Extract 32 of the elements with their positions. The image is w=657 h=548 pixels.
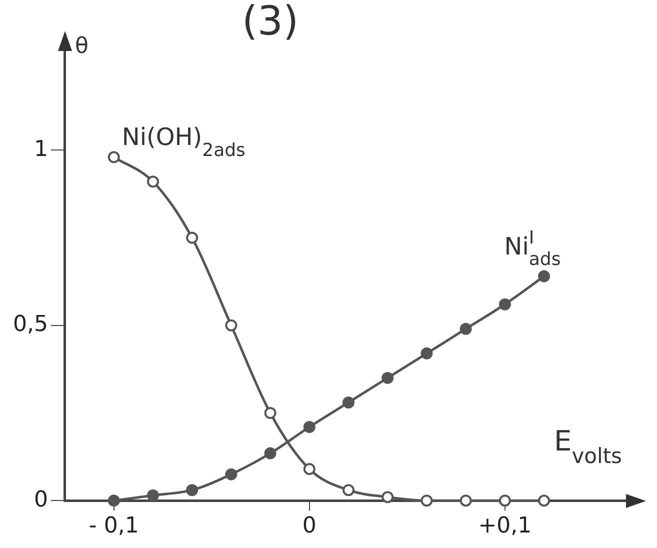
point [303, 421, 316, 434]
point [108, 494, 120, 507]
point [303, 463, 316, 476]
point [420, 347, 433, 360]
point [264, 447, 276, 460]
point [146, 176, 159, 188]
point [342, 396, 354, 408]
y-tick-label: 0,5 [12, 312, 48, 338]
point [460, 494, 472, 507]
point [186, 484, 198, 496]
point [342, 484, 354, 496]
x-tick-label: - 0,1 [88, 514, 139, 539]
point [225, 319, 238, 332]
point [146, 489, 159, 502]
point [498, 494, 511, 507]
point [382, 372, 394, 384]
point [264, 406, 276, 419]
point [420, 494, 433, 507]
point [382, 491, 394, 504]
point [538, 494, 550, 507]
x-tick-label: 0 [302, 514, 316, 539]
point [108, 151, 120, 164]
point [186, 232, 198, 244]
point [538, 270, 550, 282]
point [498, 298, 511, 310]
chart-title: (3) [242, 0, 299, 44]
point [460, 322, 472, 335]
x-tick-label: +0,1 [478, 514, 532, 539]
y-tick-label: 0 [34, 487, 48, 512]
y-tick-label: 1 [34, 136, 48, 162]
y-axis-title: θ [74, 34, 88, 59]
point [225, 468, 238, 480]
